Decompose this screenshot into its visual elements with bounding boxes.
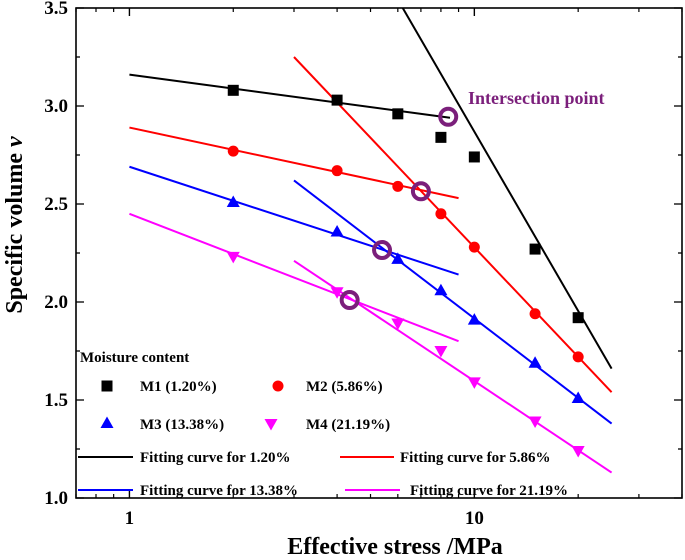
y-tick-label: 3.5: [44, 0, 68, 19]
data-point-m4: [571, 445, 585, 458]
data-point-m3: [226, 195, 240, 208]
data-point-m2: [572, 351, 584, 363]
fitting-line-4: [129, 212, 459, 343]
fitting-line-3: [293, 179, 613, 425]
fitting-line-2: [293, 56, 613, 393]
y-tick-label: 1.0: [44, 488, 68, 509]
data-point-m3: [467, 313, 481, 325]
data-point-m2: [331, 165, 343, 177]
legend-label-fit-2: Fitting curve for 5.86%: [400, 450, 551, 466]
intersection-ring: [410, 181, 431, 202]
data-point-m4: [330, 287, 344, 299]
data-point-m4: [528, 416, 542, 429]
intersection-rings: [339, 106, 459, 311]
legend-label-m2: M2 (5.86%): [306, 379, 383, 395]
fitting-line-3: [129, 165, 459, 276]
fitting-line-2: [129, 126, 459, 200]
x-tick-label: 10: [465, 508, 484, 529]
data-points: [226, 84, 585, 458]
legend-label-fit-1: Fitting curve for 1.20%: [140, 450, 291, 466]
data-point-m1: [392, 108, 404, 120]
axis-ticks: 1 10 1.0 1.5 2.0 2.5 3.0 3.5: [44, 0, 683, 529]
data-point-m3: [528, 356, 542, 368]
legend-marker-m4: [264, 419, 278, 431]
data-point-m4: [434, 346, 448, 358]
legend-label-m4: M4 (21.19%): [306, 417, 390, 433]
data-point-m1: [468, 151, 480, 163]
data-point-m1: [227, 84, 239, 96]
x-tick-label: 1: [125, 508, 135, 529]
annotation-intersection-point: Intersection point: [468, 88, 605, 108]
legend-label-m3: M3 (13.38%): [140, 417, 224, 433]
data-point-m1: [435, 131, 447, 143]
data-point-m2: [435, 208, 447, 220]
y-axis-label-text: Specific volume: [2, 147, 28, 314]
data-point-m2: [227, 145, 239, 157]
legend-markers: [78, 380, 400, 491]
data-point-m4: [391, 318, 405, 331]
data-point-m3: [571, 391, 585, 404]
data-point-m4: [226, 251, 240, 264]
legend-label-fit-4: Fitting curve for 21.19%: [410, 483, 568, 499]
y-tick-label: 2.5: [44, 194, 68, 215]
legend-marker-m2: [272, 380, 284, 392]
data-point-m2: [468, 241, 480, 253]
legend-label-m1: M1 (1.20%): [140, 379, 217, 395]
data-point-m4: [467, 377, 481, 389]
x-axis-label: Effective stress /MPa: [287, 534, 502, 560]
data-point-m1: [572, 312, 584, 324]
data-point-m2: [529, 308, 541, 320]
legend-label-fit-3: Fitting curve for 13.38%: [140, 483, 298, 499]
y-axis-label: Specific volume v: [2, 136, 28, 314]
data-point-m3: [434, 283, 448, 296]
y-axis-label-symbol: v: [2, 136, 28, 147]
intersection-ring: [438, 106, 459, 127]
fitting-line-1: [401, 7, 613, 370]
data-point-m2: [392, 180, 404, 192]
data-point-m3: [391, 252, 405, 264]
y-tick-label: 1.5: [44, 390, 68, 411]
fitting-line-4: [293, 260, 613, 474]
fitting-curves: [129, 7, 613, 474]
intersection-ring: [339, 290, 360, 311]
intersection-ring: [372, 240, 393, 261]
data-point-m3: [330, 224, 344, 237]
legend-marker-m1: [101, 380, 113, 392]
data-point-m1: [331, 94, 343, 106]
y-tick-label: 2.0: [44, 292, 68, 313]
legend-marker-m3: [100, 416, 114, 428]
legend-title: Moisture content: [80, 350, 189, 366]
data-point-m1: [529, 243, 541, 255]
y-tick-label: 3.0: [44, 96, 68, 117]
